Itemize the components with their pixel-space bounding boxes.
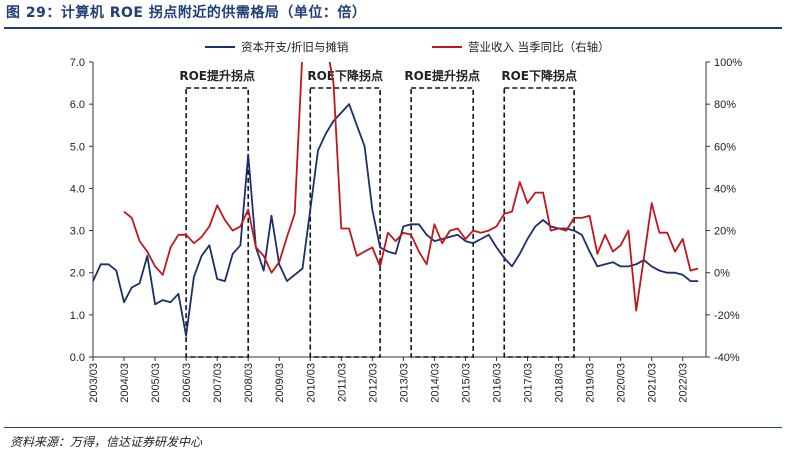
x-tick-label: 2016/03 — [491, 363, 503, 403]
right-tick-label: 40% — [714, 183, 736, 195]
x-tick-label: 2018/03 — [554, 363, 566, 403]
x-tick-label: 2010/03 — [305, 363, 317, 403]
x-tick-label: 2003/03 — [88, 363, 100, 403]
right-tick-label: 100% — [714, 57, 742, 69]
x-tick-label: 2004/03 — [119, 363, 131, 403]
series-line-revenue-yoy — [123, 62, 699, 312]
left-tick-label: 6.0 — [70, 99, 85, 111]
x-tick-label: 2021/03 — [647, 363, 659, 403]
x-tick-label: 2015/03 — [460, 363, 472, 403]
x-tick-label: 2008/03 — [243, 363, 255, 403]
left-tick-label: 3.0 — [70, 226, 85, 238]
x-tick-label: 2014/03 — [429, 363, 441, 403]
right-tick-label: 60% — [714, 141, 736, 153]
x-tick-label: 2007/03 — [212, 363, 224, 403]
left-tick-label: 7.0 — [70, 57, 85, 69]
series-line-capex-ratio — [93, 103, 699, 337]
x-tick-label: 2005/03 — [150, 363, 162, 403]
left-tick-label: 0.0 — [70, 352, 85, 364]
legend: 资本开支/折旧与摊销 营业收入 当季同比（右轴） — [205, 40, 610, 54]
right-tick-label: -20% — [714, 310, 740, 322]
annotation-label: ROE提升拐点 — [404, 68, 480, 83]
x-tick-label: 2011/03 — [336, 363, 348, 402]
right-tick-label: 0% — [714, 268, 730, 280]
annotation-box — [185, 87, 249, 358]
x-tick-label: 2019/03 — [585, 363, 597, 403]
x-tick-label: 2009/03 — [274, 363, 286, 403]
axes: 0.0 1.0 2.0 3.0 4.0 5.0 6.0 7.0 -40% -20% 0% 20% 40%… — [70, 57, 743, 403]
right-tick-label: -40% — [714, 352, 740, 364]
left-tick-label: 4.0 — [70, 183, 85, 195]
annotation-label: ROE下降拐点 — [501, 68, 577, 83]
left-tick-label: 5.0 — [70, 141, 85, 153]
x-tick-label: 2012/03 — [367, 363, 379, 403]
right-tick-label: 80% — [714, 99, 736, 111]
legend-entry: 营业收入 当季同比（右轴） — [468, 40, 610, 54]
x-tick-label: 2020/03 — [616, 363, 628, 403]
x-tick-label: 2022/03 — [678, 363, 690, 403]
annotation-regions: ROE提升拐点 ROE下降拐点 ROE提升拐点 ROE下降拐点 — [179, 68, 577, 358]
x-tick-label: 2017/03 — [523, 363, 535, 403]
right-tick-label: 20% — [714, 226, 736, 238]
title-rule — [4, 27, 782, 29]
annotation-box — [309, 87, 381, 358]
footer-rule — [4, 427, 782, 428]
left-tick-label: 1.0 — [70, 310, 85, 322]
source-note: 资料来源：万得，信达证券研发中心 — [10, 435, 203, 449]
annotation-label: ROE提升拐点 — [179, 68, 255, 83]
figure-title: 图 29：计算机 ROE 拐点附近的供需格局（单位：倍） — [6, 5, 367, 21]
annotation-label: ROE下降拐点 — [307, 68, 383, 83]
legend-entry: 资本开支/折旧与摊销 — [241, 40, 348, 54]
x-tick-label: 2006/03 — [181, 363, 193, 403]
annotation-box — [410, 87, 475, 358]
annotation-box — [503, 87, 575, 358]
x-tick-label: 2013/03 — [398, 363, 410, 403]
left-tick-label: 2.0 — [70, 268, 85, 280]
series-group — [93, 62, 699, 337]
